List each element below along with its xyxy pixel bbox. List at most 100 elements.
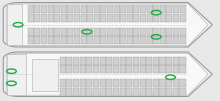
FancyBboxPatch shape [146,88,152,96]
FancyBboxPatch shape [54,28,60,36]
FancyBboxPatch shape [87,14,93,22]
FancyBboxPatch shape [94,28,100,36]
FancyBboxPatch shape [66,88,73,96]
FancyBboxPatch shape [133,36,139,44]
FancyBboxPatch shape [160,14,166,22]
FancyBboxPatch shape [166,5,172,13]
FancyBboxPatch shape [146,65,152,73]
FancyBboxPatch shape [160,79,166,87]
FancyBboxPatch shape [126,88,132,96]
FancyBboxPatch shape [146,79,152,87]
FancyBboxPatch shape [41,14,47,22]
FancyBboxPatch shape [180,14,186,22]
FancyBboxPatch shape [61,36,67,44]
FancyBboxPatch shape [60,65,66,73]
FancyBboxPatch shape [180,36,186,44]
FancyBboxPatch shape [173,14,179,22]
FancyBboxPatch shape [61,28,67,36]
FancyBboxPatch shape [100,65,106,73]
FancyBboxPatch shape [133,28,139,36]
FancyBboxPatch shape [107,36,113,44]
FancyBboxPatch shape [180,57,186,65]
FancyBboxPatch shape [147,5,153,13]
FancyBboxPatch shape [66,65,73,73]
FancyBboxPatch shape [93,79,99,87]
FancyBboxPatch shape [153,36,159,44]
FancyBboxPatch shape [173,88,179,96]
FancyBboxPatch shape [127,5,133,13]
FancyBboxPatch shape [120,36,126,44]
FancyBboxPatch shape [153,88,159,96]
FancyBboxPatch shape [127,36,133,44]
FancyBboxPatch shape [173,57,179,65]
FancyBboxPatch shape [166,79,172,87]
FancyBboxPatch shape [126,57,132,65]
FancyBboxPatch shape [87,36,93,44]
FancyBboxPatch shape [34,28,40,36]
FancyBboxPatch shape [60,79,66,87]
FancyBboxPatch shape [160,57,166,65]
FancyBboxPatch shape [67,36,73,44]
FancyBboxPatch shape [86,88,92,96]
FancyBboxPatch shape [140,36,146,44]
FancyBboxPatch shape [133,5,139,13]
FancyBboxPatch shape [106,57,112,65]
FancyBboxPatch shape [139,79,146,87]
Polygon shape [3,52,212,96]
FancyBboxPatch shape [80,79,86,87]
FancyBboxPatch shape [28,14,34,22]
FancyBboxPatch shape [126,79,132,87]
FancyBboxPatch shape [106,79,112,87]
FancyBboxPatch shape [28,28,34,36]
FancyBboxPatch shape [166,14,172,22]
FancyBboxPatch shape [100,14,106,22]
FancyBboxPatch shape [60,88,66,96]
FancyBboxPatch shape [127,14,133,22]
FancyBboxPatch shape [114,28,120,36]
FancyBboxPatch shape [180,79,186,87]
FancyBboxPatch shape [86,79,92,87]
FancyBboxPatch shape [139,88,146,96]
FancyBboxPatch shape [73,57,79,65]
FancyBboxPatch shape [94,36,100,44]
FancyBboxPatch shape [166,88,172,96]
FancyBboxPatch shape [73,79,79,87]
FancyBboxPatch shape [54,14,60,22]
FancyBboxPatch shape [80,57,86,65]
FancyBboxPatch shape [166,57,172,65]
FancyBboxPatch shape [133,79,139,87]
FancyBboxPatch shape [81,28,87,36]
FancyBboxPatch shape [73,88,79,96]
FancyBboxPatch shape [48,14,54,22]
FancyBboxPatch shape [173,28,179,36]
FancyBboxPatch shape [180,65,186,73]
FancyBboxPatch shape [120,5,126,13]
FancyBboxPatch shape [100,28,106,36]
FancyBboxPatch shape [94,14,100,22]
FancyBboxPatch shape [166,36,172,44]
FancyBboxPatch shape [7,4,22,45]
FancyBboxPatch shape [180,88,186,96]
FancyBboxPatch shape [41,5,47,13]
FancyBboxPatch shape [120,14,126,22]
FancyBboxPatch shape [80,88,86,96]
FancyBboxPatch shape [34,36,40,44]
FancyBboxPatch shape [133,57,139,65]
FancyBboxPatch shape [147,36,153,44]
FancyBboxPatch shape [113,65,119,73]
FancyBboxPatch shape [166,28,172,36]
FancyBboxPatch shape [160,65,166,73]
FancyBboxPatch shape [114,36,120,44]
FancyBboxPatch shape [74,5,80,13]
FancyBboxPatch shape [74,14,80,22]
FancyBboxPatch shape [114,5,120,13]
FancyBboxPatch shape [81,36,87,44]
FancyBboxPatch shape [173,5,179,13]
FancyBboxPatch shape [133,88,139,96]
FancyBboxPatch shape [160,5,166,13]
FancyBboxPatch shape [120,28,126,36]
FancyBboxPatch shape [113,57,119,65]
FancyBboxPatch shape [119,88,126,96]
FancyBboxPatch shape [127,28,133,36]
FancyBboxPatch shape [32,59,58,91]
